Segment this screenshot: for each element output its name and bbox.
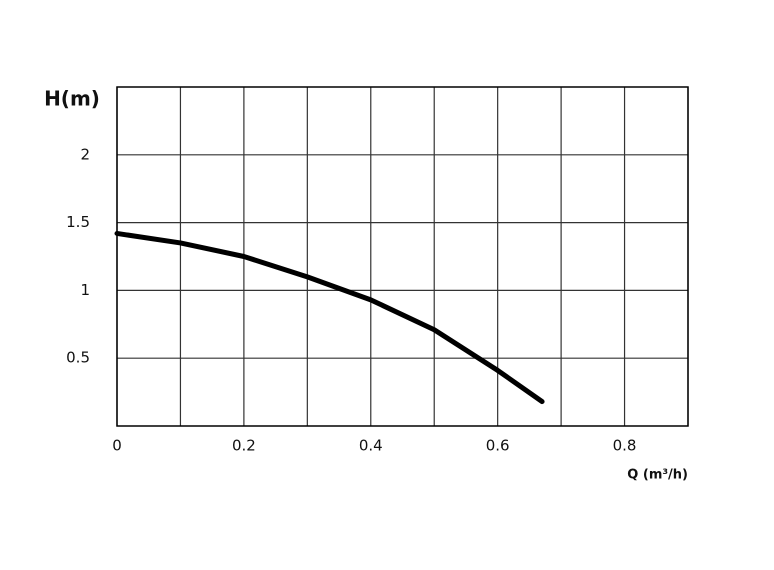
x-axis-label: Q (m³/h): [627, 468, 688, 483]
line: [114, 230, 545, 405]
x-tick-label: 0.2: [232, 437, 256, 455]
x-tick-label: 0.8: [613, 437, 637, 455]
y-axis-label: H(m): [44, 87, 100, 111]
x-tick-label: 0: [112, 437, 122, 455]
plot-frame: [116, 86, 689, 427]
y-tick-label: 1.5: [66, 213, 90, 231]
x-tick-label: 0.6: [486, 437, 510, 455]
y-tick-label: 0.5: [66, 349, 90, 367]
x-tick-label: 0.4: [359, 437, 383, 455]
y-tick-label: 1: [80, 281, 90, 299]
y-tick-label: 2: [80, 145, 90, 163]
